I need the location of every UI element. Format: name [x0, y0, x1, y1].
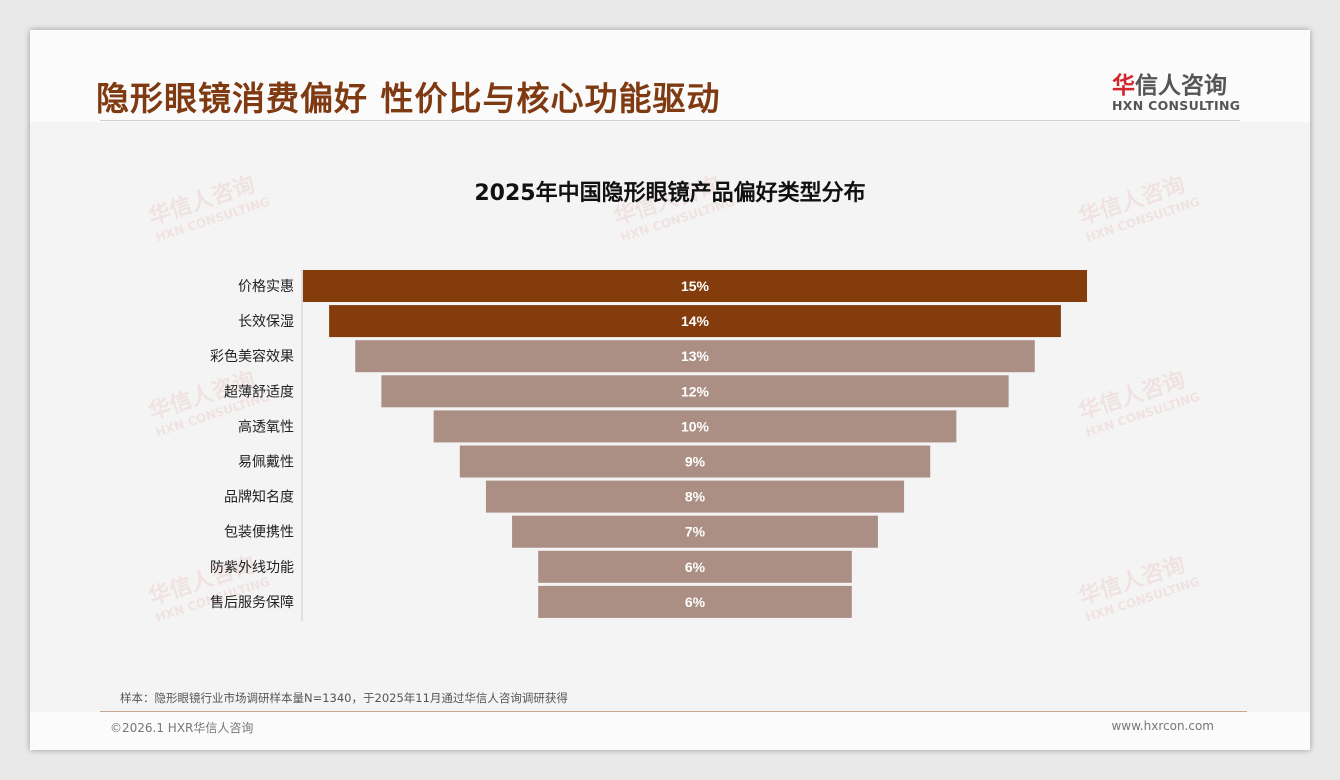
website-link[interactable]: www.hxrcon.com	[1111, 719, 1214, 733]
bar	[302, 270, 1088, 302]
page-title: 隐形眼镜消费偏好 性价比与核心功能驱动	[96, 79, 721, 118]
divider	[100, 120, 1240, 121]
data-label: 13%	[681, 348, 710, 364]
slide: 隐形眼镜消费偏好 性价比与核心功能驱动 华信人咨询 HXN CONSULTING…	[30, 30, 1310, 750]
data-label: 9%	[685, 454, 706, 470]
header: 隐形眼镜消费偏好 性价比与核心功能驱动 华信人咨询 HXN CONSULTING	[30, 30, 1310, 122]
bar	[381, 375, 1009, 408]
category-label: 易佩戴性	[238, 455, 294, 471]
bar	[355, 340, 1035, 373]
data-label: 8%	[685, 489, 706, 505]
bar	[485, 480, 905, 513]
footer: ©2026.1 HXR华信人咨询 www.hxrcon.com	[30, 712, 1310, 750]
data-label: 6%	[685, 594, 706, 610]
category-label: 彩色美容效果	[210, 348, 294, 365]
funnel-chart: 15% 价格实惠 14% 长效保湿 13% 彩色美容效果 12% 超薄舒适度 10% 高透氧性 9%…	[210, 270, 1088, 621]
bar	[329, 305, 1061, 338]
category-label: 防紫外线功能	[210, 560, 294, 576]
logo: 华信人咨询 HXN CONSULTING	[1112, 66, 1240, 113]
logo-cn: 信人咨询	[1135, 73, 1227, 99]
chart-title: 2025年中国隐形眼镜产品偏好类型分布	[474, 181, 866, 206]
data-label: 14%	[681, 313, 710, 329]
category-label: 品牌知名度	[224, 489, 294, 506]
data-label: 6%	[685, 559, 706, 575]
category-label: 高透氧性	[238, 418, 294, 435]
bar	[433, 410, 957, 443]
category-label: 售后服务保障	[210, 595, 294, 611]
footer-divider	[100, 711, 1247, 712]
bar	[459, 445, 931, 478]
category-label: 超薄舒适度	[224, 384, 294, 400]
logo-en: HXN CONSULTING	[1112, 98, 1241, 113]
category-label: 长效保湿	[238, 314, 294, 330]
sample-note: 样本：隐形眼镜行业市场调研样本量N=1340，于2025年11月通过华信人咨询调…	[120, 691, 568, 705]
data-label: 7%	[685, 524, 706, 540]
category-label: 包装便携性	[224, 525, 294, 541]
bar	[538, 550, 852, 583]
category-label: 价格实惠	[238, 279, 294, 295]
data-label: 10%	[681, 418, 710, 434]
data-label: 15%	[681, 278, 710, 294]
bar	[512, 515, 878, 548]
logo-accent: 华	[1112, 73, 1135, 99]
bar	[538, 585, 852, 618]
data-label: 12%	[681, 383, 710, 399]
copyright: ©2026.1 HXR华信人咨询	[110, 721, 254, 735]
